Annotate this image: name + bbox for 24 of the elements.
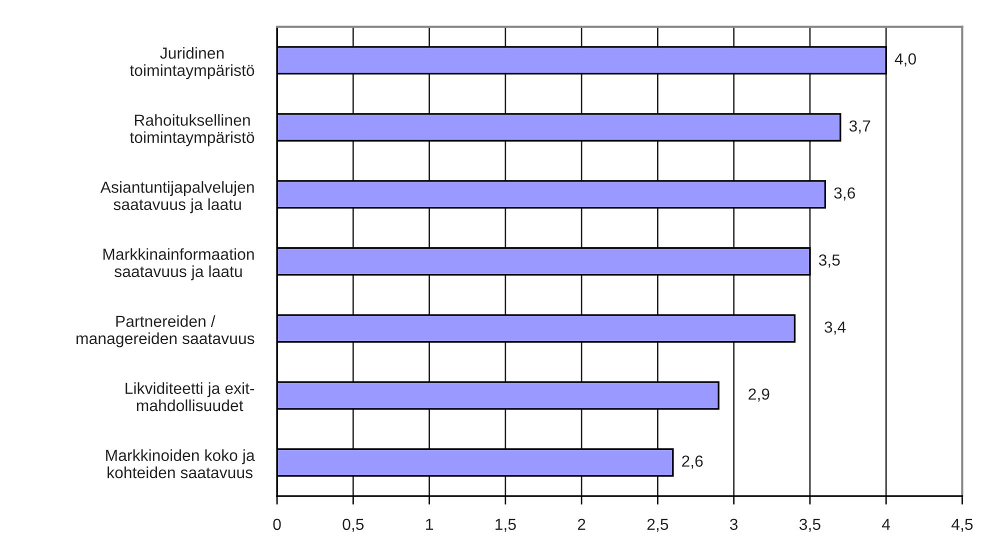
data-label: 3,6	[834, 187, 856, 201]
y-tick-label: Markkinoiden koko ja kohteiden saatavuus	[106, 449, 255, 478]
data-label: 2,6	[682, 456, 703, 469]
x-tick-label: 0	[273, 518, 281, 530]
x-tick-label: 2	[578, 518, 586, 530]
y-tick-label: Likviditeetti ja exit- mahdollisuudet	[126, 382, 254, 412]
data-label: 2,9	[748, 388, 770, 402]
x-tick-label: 4	[882, 518, 890, 530]
data-label: 3,5	[818, 254, 840, 268]
y-tick-label: Markkinainformaation saatavuus ja laatu	[103, 248, 254, 280]
x-tick-label: 1	[426, 518, 433, 530]
x-tick-label: 2,5	[647, 518, 668, 532]
x-tick-label: 3,5	[799, 518, 820, 532]
y-tick-label: Partnereiden / managereiden saatavuus	[76, 315, 254, 348]
x-tick-label: 4,5	[951, 518, 973, 532]
y-tick-label: Juridinen toimintaympäristö	[130, 47, 254, 80]
x-tick-label: 0,5	[342, 518, 364, 532]
x-tick-label: 3	[730, 518, 738, 530]
data-label: 3,4	[824, 321, 846, 335]
data-label: 3,7	[849, 120, 870, 134]
y-tick-label: Rahoituksellinen toimintaympäristö	[130, 114, 254, 146]
x-tick-label: 1,5	[496, 518, 516, 532]
data-label: 4,0	[894, 53, 916, 66]
y-tick-label: Asiantuntijapalvelujen saatavuus ja laatu	[100, 181, 254, 214]
